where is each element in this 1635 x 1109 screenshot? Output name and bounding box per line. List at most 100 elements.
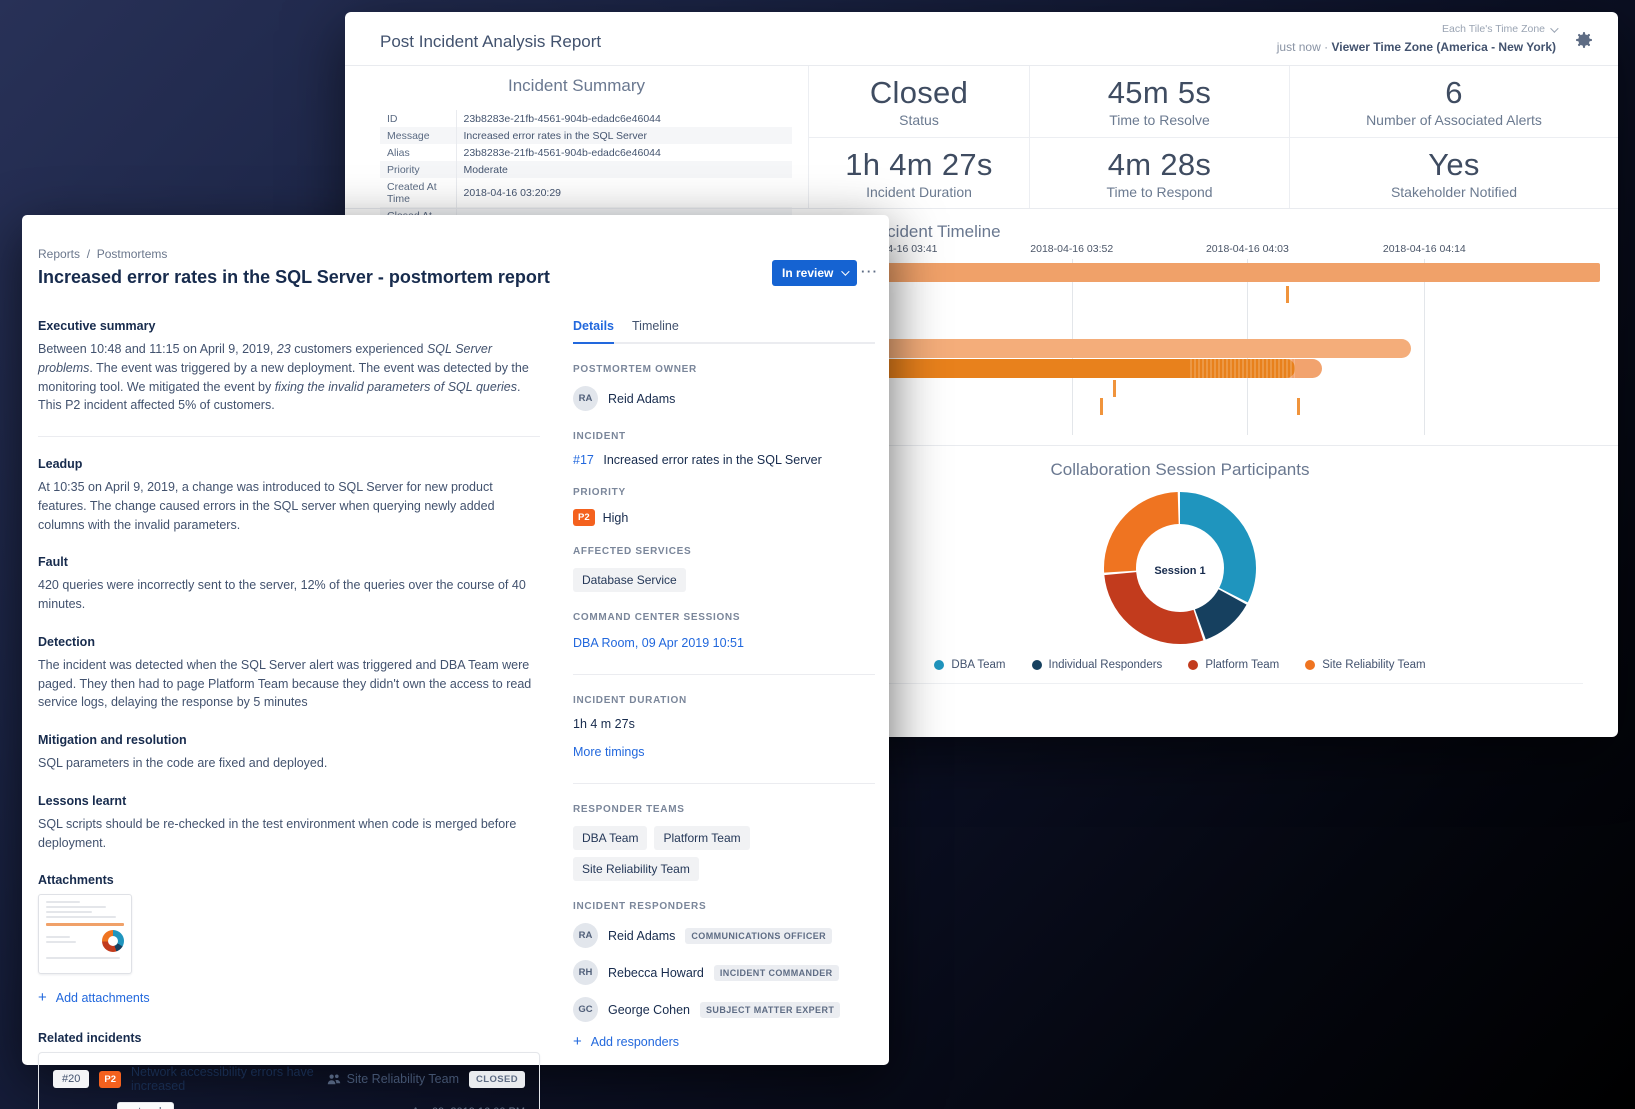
donut-title: Collaboration Session Participants xyxy=(1050,460,1310,479)
status-dropdown-button[interactable]: In review xyxy=(772,260,858,286)
donut-center-label: Session 1 xyxy=(1154,564,1206,577)
avatar: RA xyxy=(573,923,598,948)
tile-status: Closed Status xyxy=(869,75,969,128)
report-header: Post Incident Analysis Report Each Tile'… xyxy=(345,12,1618,66)
section-leadup: Leadup At 10:35 on April 9, 2019, a chan… xyxy=(38,457,495,532)
donut-chart-wrap: Collaboration Session Participants Sessi… xyxy=(880,446,1480,671)
attachment-thumbnail[interactable] xyxy=(38,894,132,975)
legend-item-platform-team[interactable]: Platform Team xyxy=(1188,659,1279,671)
timeline-gridline xyxy=(1424,259,1426,435)
timeline-event-marker[interactable] xyxy=(1297,398,1301,415)
mini-donut-icon xyxy=(102,930,124,953)
executive-summary-text: Between 10:48 and 11:15 on April 9, 2019… xyxy=(38,342,529,413)
section-lessons: Lessons learnt SQL scripts should be re-… xyxy=(38,793,517,850)
tile-stakeholder-notified: Yes Stakeholder Notified xyxy=(1289,137,1618,208)
timeline-axis-label: 2018-04-16 03:52 xyxy=(1030,243,1114,255)
breadcrumb-reports[interactable]: Reports xyxy=(38,247,81,261)
section-fault: Fault 420 queries were incorrectly sent … xyxy=(38,555,526,611)
donut-segment[interactable] xyxy=(1104,492,1256,644)
group-incident-responders: INCIDENT RESPONDERS RA Reid Adams COMMUN… xyxy=(573,901,875,1049)
section-executive-summary: Executive summary Between 10:48 and 11:1… xyxy=(38,319,540,415)
section-attachments: Attachments xyxy=(38,873,540,975)
incident-id-chip: #20 xyxy=(53,1070,90,1089)
group-postmortem-owner: POSTMORTEM OWNER RA Reid Adams xyxy=(573,364,875,411)
table-row: Priority Moderate xyxy=(380,161,792,178)
more-options-button[interactable]: ··· xyxy=(861,264,879,279)
incident-duration-value: 1h 4 m 27s xyxy=(573,717,635,731)
timezone-block: Each Tile's Time Zone just now · Viewer … xyxy=(1276,22,1559,56)
priority-badge: P2 xyxy=(99,1070,121,1088)
plus-icon: + xyxy=(38,989,47,1007)
tab-timeline[interactable]: Timeline xyxy=(632,319,679,333)
timeline-event-marker[interactable] xyxy=(1099,398,1103,415)
tile-timezone-selector[interactable]: Each Tile's Time Zone xyxy=(1277,22,1559,38)
table-row: Created At Time 2018-04-16 03:20:29 xyxy=(380,178,792,207)
incident-timeline-title: Incident Timeline xyxy=(873,222,1001,241)
service-chip[interactable]: Database Service xyxy=(573,568,686,592)
legend-item-site-reliability-team[interactable]: Site Reliability Team xyxy=(1305,659,1426,671)
section-divider xyxy=(380,683,1583,684)
details-panel: Details Timeline POSTMORTEM OWNER RA Rei… xyxy=(573,319,875,1049)
responder-role-badge: SUBJECT MATTER EXPERT xyxy=(700,1001,841,1018)
section-related-incidents: Related incidents #20 P2 Network accessi… xyxy=(38,1031,540,1109)
tile-time-to-resolve: 45m 5s Time to Resolve xyxy=(1029,66,1289,137)
group-incident: INCIDENT #17 Increased error rates in th… xyxy=(573,431,822,467)
legend-item-individual-responders[interactable]: Individual Responders xyxy=(1031,659,1162,671)
divider xyxy=(573,783,875,784)
group-incident-duration: INCIDENT DURATION 1h 4 m 27s More timing… xyxy=(573,695,875,761)
owner-row[interactable]: RA Reid Adams xyxy=(573,386,875,411)
donut-legend: DBA Team Individual Responders Platform … xyxy=(880,659,1480,671)
team-icon xyxy=(327,1074,340,1084)
tile-associated-alerts: 6 Number of Associated Alerts xyxy=(1289,66,1618,137)
timeline-axis-label: 2018-04-16 04:14 xyxy=(1382,243,1466,255)
chevron-down-icon xyxy=(841,267,851,276)
viewer-timezone[interactable]: just now · Viewer Time Zone (America - N… xyxy=(1276,39,1556,54)
legend-dot xyxy=(1031,660,1042,670)
responder-role-badge: COMMUNICATIONS OFFICER xyxy=(685,927,833,944)
legend-item-dba-team[interactable]: DBA Team xyxy=(934,659,1006,671)
section-detection: Detection The incident was detected when… xyxy=(38,634,532,710)
responder-row[interactable]: GC George Cohen SUBJECT MATTER EXPERT xyxy=(573,997,875,1022)
tab-details[interactable]: Details xyxy=(573,319,614,344)
donut-segment[interactable] xyxy=(1104,492,1256,644)
related-incident-team: Site Reliability Team xyxy=(327,1072,459,1086)
priority-value: High xyxy=(602,510,629,525)
donut-chart[interactable]: Session 1 xyxy=(1100,488,1260,653)
chevron-down-icon xyxy=(1550,24,1559,33)
postmortem-body: Executive summary Between 10:48 and 11:1… xyxy=(38,319,540,1109)
responder-role-badge: INCIDENT COMMANDER xyxy=(713,964,839,981)
avatar: RA xyxy=(573,386,598,411)
group-command-center: COMMAND CENTER SESSIONS DBA Room, 09 Apr… xyxy=(573,612,744,650)
tag-chip: network xyxy=(117,1102,174,1109)
donut-segment[interactable] xyxy=(1104,492,1256,644)
add-attachments-button[interactable]: + Add attachments xyxy=(38,989,150,1007)
legend-dot xyxy=(1188,660,1199,670)
add-responders-button[interactable]: + Add responders xyxy=(573,1033,680,1050)
table-row: ID 23b8283e-21fb-4561-904b-edadc6e46044 xyxy=(380,110,792,127)
responder-team-chip[interactable]: Site Reliability Team xyxy=(573,857,699,881)
plus-icon: + xyxy=(573,1033,582,1050)
gear-icon[interactable] xyxy=(1574,30,1594,50)
legend-dot xyxy=(1305,660,1316,670)
responder-row[interactable]: RA Reid Adams COMMUNICATIONS OFFICER xyxy=(573,923,875,948)
related-incident-date: Apr 09, 2019 16:00 PM xyxy=(412,1106,525,1109)
collaboration-section: Collaboration Session Participants Sessi… xyxy=(345,445,1618,737)
breadcrumb-postmortems[interactable]: Postmortems xyxy=(96,247,168,261)
avatar: GC xyxy=(573,997,598,1022)
status-badge: CLOSED xyxy=(469,1070,525,1088)
table-row: Alias 23b8283e-21fb-4561-904b-edadc6e4604… xyxy=(380,144,792,161)
responder-row[interactable]: RH Rebecca Howard INCIDENT COMMANDER xyxy=(573,960,875,985)
more-timings-link[interactable]: More timings xyxy=(573,745,645,759)
timeline-event-marker[interactable] xyxy=(1113,380,1117,397)
timeline-event-marker[interactable] xyxy=(1286,286,1290,303)
related-incident-card[interactable]: #20 P2 Network accessibility errors have… xyxy=(38,1052,540,1109)
responder-team-chip[interactable]: DBA Team xyxy=(573,826,648,850)
timeline-axis-label: 2018-04-16 04:03 xyxy=(1205,243,1289,255)
command-center-session-link[interactable]: DBA Room, 09 Apr 2019 10:51 xyxy=(573,636,744,650)
incident-link[interactable]: #17 xyxy=(573,453,594,467)
priority-badge: P2 xyxy=(573,509,595,526)
related-incident-title: Network accessibility errors have increa… xyxy=(130,1065,314,1094)
responder-team-chip[interactable]: Platform Team xyxy=(654,826,750,850)
divider xyxy=(573,674,875,675)
